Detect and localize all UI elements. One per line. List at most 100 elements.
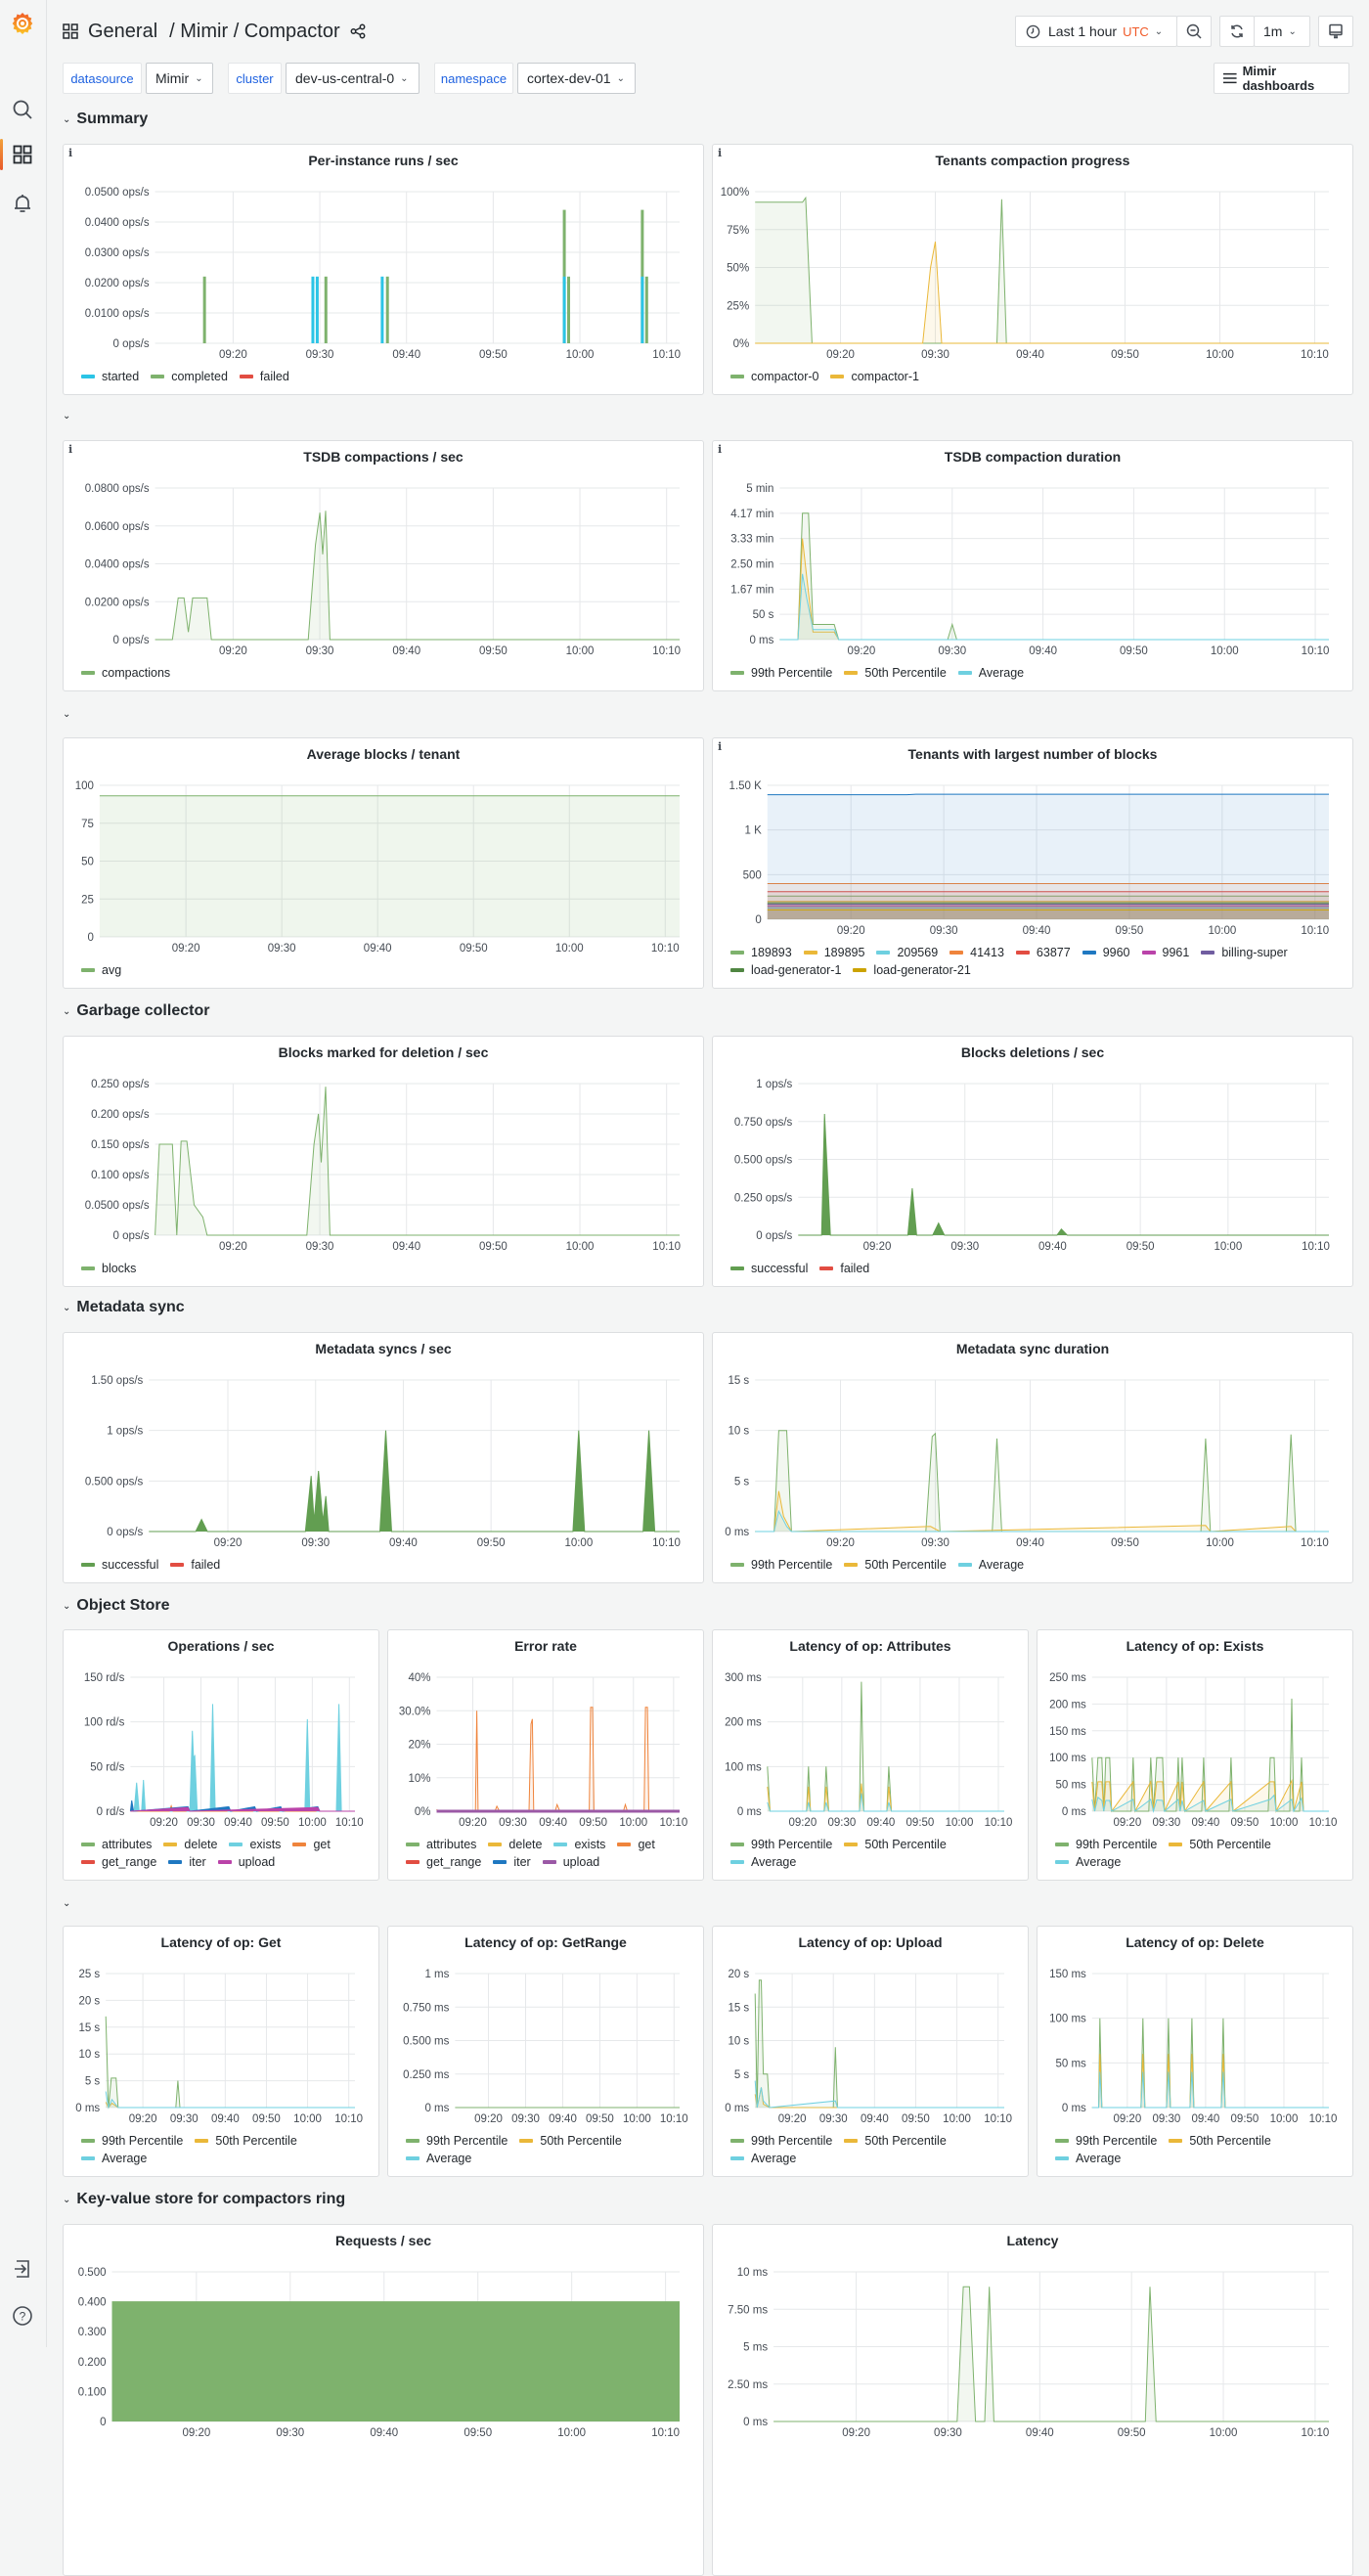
panel-title[interactable]: Per-instance runs / sec: [308, 153, 459, 168]
legend-item[interactable]: get_range: [406, 1853, 481, 1871]
panel-title[interactable]: Latency of op: GetRange: [464, 1934, 627, 1950]
panel-latency-exists[interactable]: Latency of op: Exists 0 ms 50 ms 100 ms 150 …: [1037, 1629, 1353, 1881]
panel-title[interactable]: Latency of op: Attributes: [789, 1638, 951, 1654]
panel-tsdb-compactions[interactable]: i TSDB compactions / sec 0 ops/s 0.0200 ops…: [63, 440, 704, 691]
breadcrumb-folder[interactable]: General: [88, 20, 158, 42]
panel-error-rate[interactable]: Error rate 0% 10% 20% 30.0% 40% 09:20 09:30 09:4…: [387, 1629, 704, 1881]
legend-item[interactable]: 50th Percentile: [1169, 1836, 1271, 1853]
panel-tenants-largest-blocks[interactable]: i Tenants with largest number of blocks 0 5…: [712, 737, 1353, 989]
panel-per-instance-runs[interactable]: i Per-instance runs / sec 0 ops/s 0.0100 op…: [63, 144, 704, 395]
legend-item[interactable]: attributes: [406, 1836, 476, 1853]
legend-item[interactable]: 99th Percentile: [1055, 2132, 1157, 2150]
panel-tsdb-compaction-duration[interactable]: i TSDB compaction duration 0 ms 50 s 1.67 mi…: [712, 440, 1353, 691]
panel-title[interactable]: Latency of op: Delete: [1126, 1934, 1264, 1950]
search-icon[interactable]: [11, 98, 34, 121]
legend-item[interactable]: completed: [151, 368, 228, 385]
panel-title[interactable]: Latency of op: Exists: [1126, 1638, 1264, 1654]
tv-mode-button[interactable]: [1318, 16, 1353, 47]
legend-item[interactable]: compactor-0: [730, 368, 818, 385]
legend-item[interactable]: get: [617, 1836, 655, 1853]
legend-item[interactable]: iter: [168, 1853, 206, 1871]
time-range-picker[interactable]: Last 1 hour UTC ⌄: [1015, 16, 1177, 47]
legend-item[interactable]: 41413: [949, 944, 1004, 961]
legend-item[interactable]: 50th Percentile: [844, 1556, 947, 1574]
legend-item[interactable]: delete: [163, 1836, 217, 1853]
legend-item[interactable]: Average: [1055, 2150, 1121, 2167]
panel-operations[interactable]: Operations / sec 0 rd/s 50 rd/s 100 rd/s 150…: [63, 1629, 379, 1881]
legend-item[interactable]: load-generator-21: [853, 961, 971, 979]
help-icon[interactable]: ?: [11, 2304, 34, 2328]
panel-title[interactable]: Tenants compaction progress: [935, 153, 1130, 168]
info-icon[interactable]: i: [68, 443, 73, 456]
panel-title[interactable]: TSDB compactions / sec: [303, 449, 464, 465]
legend-item[interactable]: 50th Percentile: [844, 664, 947, 682]
legend-item[interactable]: Average: [957, 1556, 1024, 1574]
legend-item[interactable]: 189893: [730, 944, 792, 961]
legend-item[interactable]: exists: [229, 1836, 281, 1853]
legend-item[interactable]: successful: [730, 1260, 808, 1277]
info-icon[interactable]: i: [718, 147, 723, 159]
panel-title[interactable]: Latency: [1006, 2233, 1059, 2248]
panel-title[interactable]: Blocks marked for deletion / sec: [278, 1044, 489, 1060]
legend-item[interactable]: failed: [170, 1556, 220, 1574]
legend-item[interactable]: 50th Percentile: [1169, 2132, 1271, 2150]
panel-blocks-marked-deletion[interactable]: Blocks marked for deletion / sec 0 ops/s 0…: [63, 1036, 704, 1287]
legend-item[interactable]: Average: [406, 2150, 471, 2167]
legend-item[interactable]: Average: [730, 1853, 796, 1871]
legend-item[interactable]: 63877: [1015, 944, 1071, 961]
sign-in-icon[interactable]: [11, 2257, 34, 2281]
legend-item[interactable]: 99th Percentile: [730, 1836, 832, 1853]
legend-item[interactable]: Average: [957, 664, 1024, 682]
legend-item[interactable]: 50th Percentile: [844, 1836, 947, 1853]
info-icon[interactable]: i: [718, 443, 723, 456]
legend-item[interactable]: load-generator-1: [730, 961, 841, 979]
panel-title[interactable]: Error rate: [514, 1638, 577, 1654]
panel-average-blocks[interactable]: Average blocks / tenant 0 25 50 75 100 09:20 09…: [63, 737, 704, 989]
panel-title[interactable]: Metadata syncs / sec: [315, 1341, 452, 1356]
legend-item[interactable]: 50th Percentile: [844, 2132, 947, 2150]
panel-title[interactable]: Average blocks / tenant: [306, 746, 461, 762]
bell-icon[interactable]: [11, 192, 34, 215]
panel-metadata-syncs[interactable]: Metadata syncs / sec 0 ops/s 0.500 ops/s 1 …: [63, 1332, 704, 1583]
mimir-dashboards-button[interactable]: Mimir dashboards: [1214, 63, 1349, 94]
info-icon[interactable]: i: [718, 740, 723, 753]
legend-item[interactable]: get_range: [81, 1853, 156, 1871]
row-kv-store[interactable]: ⌄ Key-value store for compactors ring: [63, 2189, 345, 2210]
legend-item[interactable]: started: [81, 368, 139, 385]
legend-item[interactable]: 99th Percentile: [81, 2132, 183, 2150]
panel-latency-attributes[interactable]: Latency of op: Attributes 0 ms 100 ms 200 m…: [712, 1629, 1029, 1881]
panel-latency-delete[interactable]: Latency of op: Delete 0 ms 50 ms 100 ms 150 …: [1037, 1926, 1353, 2177]
legend-item[interactable]: compactions: [81, 664, 170, 682]
legend-item[interactable]: blocks: [81, 1260, 136, 1277]
legend-item[interactable]: 9960: [1082, 944, 1130, 961]
panel-title[interactable]: Operations / sec: [167, 1638, 275, 1654]
panel-latency-getrange[interactable]: Latency of op: GetRange 0 ms 0.250 ms 0.500…: [387, 1926, 704, 2177]
zoom-out-button[interactable]: [1176, 16, 1212, 47]
panel-title[interactable]: Latency of op: Upload: [798, 1934, 943, 1950]
legend-item[interactable]: delete: [488, 1836, 542, 1853]
panel-title[interactable]: Tenants with largest number of blocks: [907, 746, 1158, 762]
panel-kv-requests[interactable]: Requests / sec 0 0.100 0.200 0.300 0.400 0.500…: [63, 2224, 704, 2576]
legend-item[interactable]: 99th Percentile: [1055, 1836, 1157, 1853]
legend-item[interactable]: failed: [239, 368, 289, 385]
datasource-select[interactable]: Mimir ⌄: [146, 63, 213, 94]
panel-title[interactable]: Blocks deletions / sec: [960, 1044, 1105, 1060]
legend-item[interactable]: successful: [81, 1556, 158, 1574]
legend-item[interactable]: failed: [819, 1260, 869, 1277]
legend-item[interactable]: billing-super: [1201, 944, 1288, 961]
legend-item[interactable]: exists: [553, 1836, 605, 1853]
legend-item[interactable]: 99th Percentile: [730, 2132, 832, 2150]
panel-tenants-compaction-progress[interactable]: i Tenants compaction progress 0% 25% 50% 75% 1…: [712, 144, 1353, 395]
panel-title[interactable]: Latency of op: Get: [160, 1934, 282, 1950]
legend-item[interactable]: avg: [81, 961, 121, 979]
row-collapse[interactable]: ⌄: [63, 703, 76, 725]
info-icon[interactable]: i: [68, 147, 73, 159]
namespace-select[interactable]: cortex-dev-01 ⌄: [517, 63, 636, 94]
legend-item[interactable]: 50th Percentile: [519, 2132, 622, 2150]
row-summary[interactable]: ⌄ Summary: [63, 109, 148, 130]
panel-metadata-sync-duration[interactable]: Metadata sync duration 0 ms 5 s 10 s 15 s 09:…: [712, 1332, 1353, 1583]
legend-item[interactable]: iter: [493, 1853, 531, 1871]
legend-item[interactable]: get: [292, 1836, 331, 1853]
legend-item[interactable]: 99th Percentile: [730, 1556, 832, 1574]
dashboard-title[interactable]: / Mimir / Compactor: [169, 20, 340, 42]
